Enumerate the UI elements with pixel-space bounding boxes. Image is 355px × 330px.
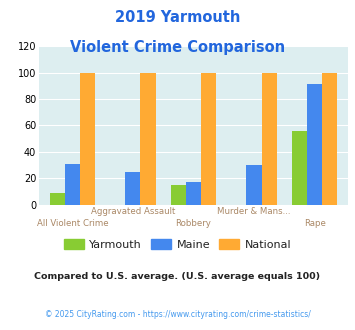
Bar — [80, 73, 95, 205]
Text: Compared to U.S. average. (U.S. average equals 100): Compared to U.S. average. (U.S. average … — [34, 272, 321, 281]
Bar — [201, 73, 216, 205]
Bar — [171, 185, 186, 205]
Legend: Yarmouth, Maine, National: Yarmouth, Maine, National — [59, 235, 296, 254]
Bar — [246, 165, 262, 205]
Text: © 2025 CityRating.com - https://www.cityrating.com/crime-statistics/: © 2025 CityRating.com - https://www.city… — [45, 310, 310, 319]
Bar — [262, 73, 277, 205]
Bar — [50, 193, 65, 205]
Bar — [186, 182, 201, 205]
Text: Violent Crime Comparison: Violent Crime Comparison — [70, 40, 285, 54]
Bar — [125, 172, 141, 205]
Bar — [65, 164, 80, 205]
Bar — [307, 84, 322, 205]
Text: 2019 Yarmouth: 2019 Yarmouth — [115, 10, 240, 25]
Bar — [292, 131, 307, 205]
Bar — [141, 73, 155, 205]
Bar — [322, 73, 337, 205]
